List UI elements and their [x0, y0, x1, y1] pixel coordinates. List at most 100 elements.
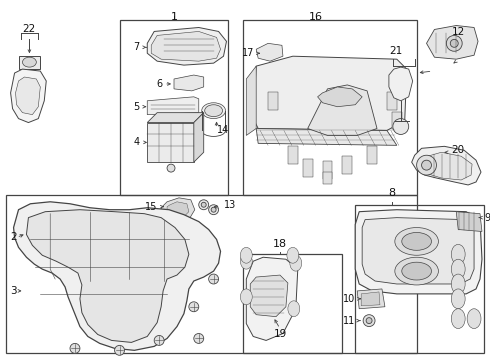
Circle shape	[199, 200, 209, 210]
Ellipse shape	[290, 255, 302, 271]
Polygon shape	[147, 97, 199, 114]
Polygon shape	[392, 112, 402, 130]
Polygon shape	[355, 210, 482, 294]
Polygon shape	[362, 218, 474, 284]
Text: 15: 15	[145, 202, 157, 212]
Polygon shape	[418, 152, 472, 180]
Ellipse shape	[451, 289, 465, 309]
Circle shape	[450, 39, 458, 47]
Text: 13: 13	[223, 200, 236, 210]
Text: 19: 19	[273, 329, 287, 338]
Ellipse shape	[402, 262, 432, 280]
Polygon shape	[147, 27, 226, 65]
Polygon shape	[256, 43, 283, 61]
Text: 18: 18	[273, 239, 287, 249]
Text: 8: 8	[388, 188, 395, 198]
Text: 11: 11	[343, 316, 355, 326]
Ellipse shape	[288, 301, 300, 317]
Circle shape	[189, 302, 199, 312]
Bar	[244, 254, 343, 353]
Polygon shape	[174, 75, 204, 91]
Text: 1: 1	[171, 12, 177, 22]
Text: 2: 2	[11, 233, 17, 242]
Polygon shape	[250, 275, 288, 317]
Polygon shape	[343, 156, 352, 174]
Circle shape	[446, 35, 462, 51]
Text: 5: 5	[133, 102, 139, 112]
Polygon shape	[246, 66, 256, 135]
Polygon shape	[26, 210, 189, 342]
Ellipse shape	[23, 57, 36, 67]
Circle shape	[363, 315, 375, 327]
Text: 6: 6	[156, 79, 162, 89]
Polygon shape	[357, 289, 385, 309]
Ellipse shape	[202, 103, 225, 118]
Polygon shape	[268, 92, 278, 110]
Polygon shape	[167, 202, 189, 218]
Bar	[355, 205, 484, 353]
Polygon shape	[456, 212, 482, 231]
Polygon shape	[161, 198, 195, 222]
Circle shape	[194, 333, 204, 343]
Ellipse shape	[241, 253, 252, 269]
Circle shape	[115, 345, 124, 355]
Text: 21: 21	[389, 46, 402, 56]
Circle shape	[167, 164, 175, 172]
Text: 22: 22	[22, 23, 35, 33]
Ellipse shape	[451, 244, 465, 264]
Polygon shape	[367, 146, 377, 164]
Ellipse shape	[451, 274, 465, 294]
Polygon shape	[147, 122, 194, 162]
Ellipse shape	[241, 289, 252, 305]
Circle shape	[416, 155, 437, 175]
Ellipse shape	[451, 259, 465, 279]
Circle shape	[201, 202, 206, 207]
Circle shape	[209, 205, 219, 215]
Ellipse shape	[402, 233, 432, 250]
Circle shape	[421, 160, 432, 170]
Polygon shape	[322, 161, 332, 179]
Polygon shape	[14, 202, 220, 350]
Text: 14: 14	[217, 126, 229, 135]
Circle shape	[209, 274, 219, 284]
Text: 7: 7	[133, 42, 139, 52]
Polygon shape	[303, 159, 313, 177]
Bar	[244, 19, 416, 195]
Circle shape	[366, 318, 372, 324]
Polygon shape	[318, 87, 362, 107]
Polygon shape	[256, 129, 397, 145]
Circle shape	[211, 207, 216, 212]
Polygon shape	[246, 257, 298, 341]
Polygon shape	[322, 172, 332, 184]
Ellipse shape	[241, 247, 252, 263]
Polygon shape	[11, 69, 46, 122]
Text: 9: 9	[484, 213, 490, 222]
Circle shape	[70, 343, 80, 353]
Polygon shape	[288, 146, 298, 164]
Text: 4: 4	[133, 138, 139, 147]
Ellipse shape	[451, 309, 465, 329]
Polygon shape	[147, 113, 204, 122]
Polygon shape	[151, 31, 220, 61]
Polygon shape	[194, 113, 204, 162]
Polygon shape	[16, 77, 40, 114]
Ellipse shape	[467, 309, 481, 329]
Text: 17: 17	[242, 48, 254, 58]
Polygon shape	[253, 56, 407, 130]
Ellipse shape	[287, 247, 299, 263]
Text: 16: 16	[309, 12, 322, 22]
Polygon shape	[19, 56, 40, 69]
Ellipse shape	[395, 257, 439, 285]
Text: 3: 3	[11, 286, 17, 296]
Text: 12: 12	[452, 27, 465, 36]
Text: 20: 20	[451, 145, 465, 155]
Polygon shape	[426, 26, 478, 59]
Text: 10: 10	[343, 294, 355, 304]
Ellipse shape	[395, 228, 439, 255]
Circle shape	[393, 118, 409, 134]
Polygon shape	[308, 85, 377, 135]
Ellipse shape	[205, 105, 222, 117]
Polygon shape	[361, 292, 380, 306]
Polygon shape	[412, 146, 481, 185]
Circle shape	[154, 336, 164, 345]
